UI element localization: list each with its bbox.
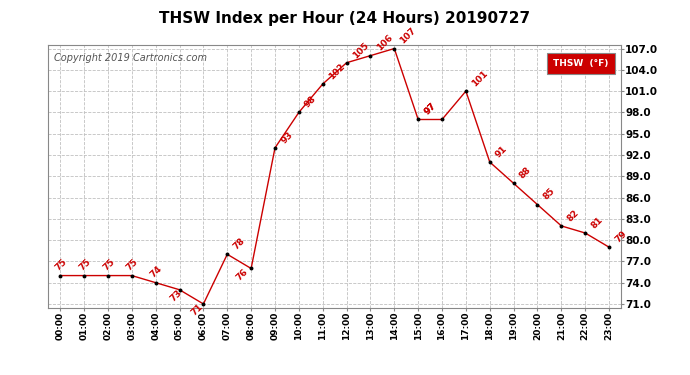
Point <box>532 202 543 208</box>
Text: 79: 79 <box>613 229 629 244</box>
Text: 98: 98 <box>303 94 318 110</box>
Point <box>413 117 424 123</box>
Text: 81: 81 <box>589 215 604 230</box>
Text: 75: 75 <box>125 258 140 273</box>
Point <box>556 223 567 229</box>
Text: 93: 93 <box>279 130 295 145</box>
Point <box>246 266 257 272</box>
Text: 91: 91 <box>494 144 509 159</box>
Point <box>55 273 66 279</box>
Text: 82: 82 <box>566 208 581 223</box>
Point <box>437 117 448 123</box>
Point <box>293 110 304 116</box>
Text: 97: 97 <box>422 101 437 117</box>
Point <box>604 244 615 250</box>
Text: 76: 76 <box>235 267 250 282</box>
Text: Copyright 2019 Cartronics.com: Copyright 2019 Cartronics.com <box>54 53 207 63</box>
Text: 101: 101 <box>470 69 490 88</box>
Text: 97: 97 <box>422 101 438 117</box>
Point <box>580 230 591 236</box>
Text: 75: 75 <box>101 258 117 273</box>
Point <box>317 81 328 87</box>
Text: 75: 75 <box>77 258 92 273</box>
Point <box>221 251 233 257</box>
Text: 106: 106 <box>375 33 394 53</box>
Point <box>79 273 90 279</box>
Point <box>150 280 161 286</box>
Text: THSW Index per Hour (24 Hours) 20190727: THSW Index per Hour (24 Hours) 20190727 <box>159 11 531 26</box>
Text: 75: 75 <box>53 258 68 273</box>
FancyBboxPatch shape <box>546 53 615 74</box>
Point <box>460 88 471 94</box>
Text: 107: 107 <box>398 26 418 46</box>
Text: THSW  (°F): THSW (°F) <box>553 59 609 68</box>
Point <box>174 287 185 293</box>
Point <box>126 273 137 279</box>
Text: 74: 74 <box>149 264 164 280</box>
Text: 105: 105 <box>351 40 371 60</box>
Point <box>198 301 209 307</box>
Text: 71: 71 <box>190 303 205 318</box>
Text: 102: 102 <box>327 62 346 81</box>
Point <box>484 159 495 165</box>
Text: 88: 88 <box>518 165 533 181</box>
Text: 85: 85 <box>542 187 557 202</box>
Point <box>388 45 400 51</box>
Point <box>341 60 352 66</box>
Point <box>365 53 376 58</box>
Text: 73: 73 <box>168 288 184 304</box>
Text: 78: 78 <box>231 236 247 252</box>
Point <box>102 273 113 279</box>
Point <box>270 145 281 151</box>
Point <box>508 180 519 186</box>
